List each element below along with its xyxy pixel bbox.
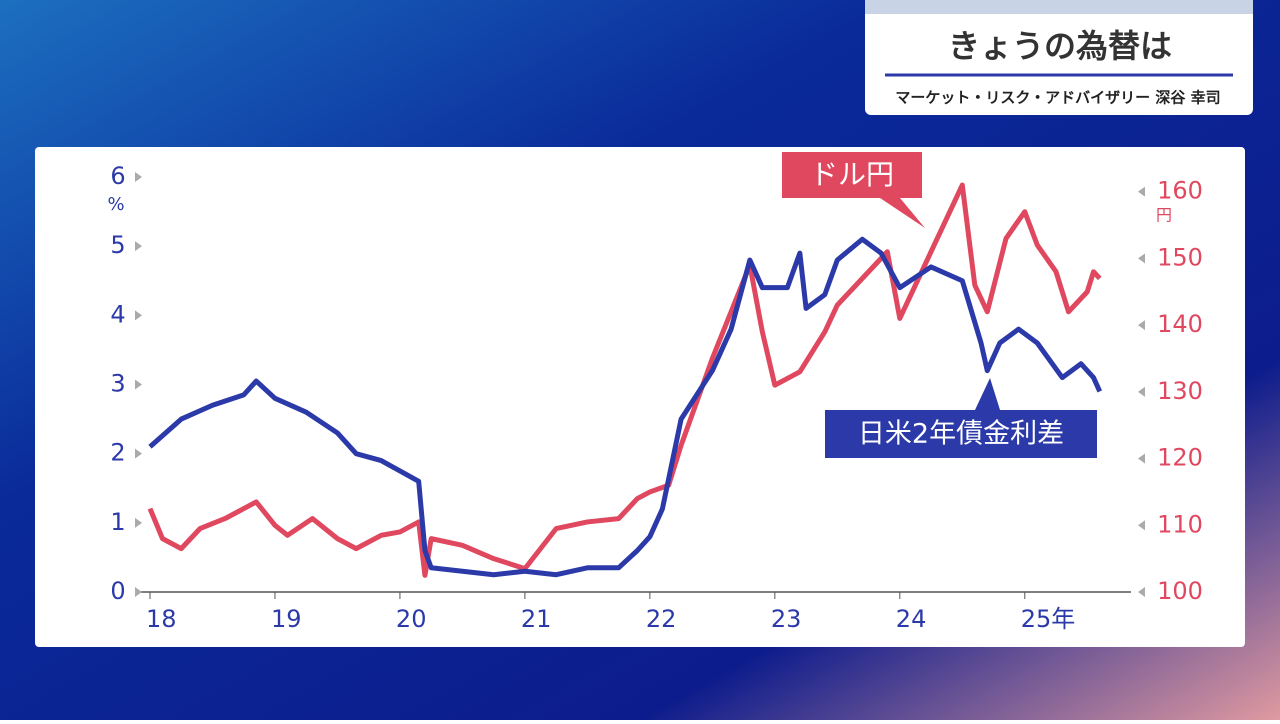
y-tick-label: 0 [110,577,125,605]
header-box [865,0,1253,115]
y2-tick-label: 130 [1157,377,1203,405]
y2-tick-label: 160 [1157,177,1203,205]
legend-label: 日米2年債金利差 [858,419,1064,450]
y2-tick [1138,253,1145,264]
y2-tick-label: 150 [1157,243,1203,271]
line-series [148,236,1103,578]
y-tick [135,172,142,182]
y2-tick [1138,453,1145,464]
y2-tick [1138,587,1145,597]
y2-tick-label: 120 [1157,444,1203,472]
x-tick-label: 25年 [1021,605,1076,633]
y-tick [135,310,142,321]
y2-tick [1138,186,1145,197]
header-subtitle: マーケット・リスク・アドバイザリー 深谷 幸司 [895,89,1220,107]
header-strip [865,0,1253,14]
y2-tick [1138,520,1145,531]
y-tick [135,517,142,528]
y-unit: % [107,194,124,215]
y2-tick-label: 110 [1157,510,1203,538]
y-tick [135,379,142,390]
y2-tick-label: 100 [1157,577,1203,605]
y-tick-label: 1 [110,508,125,536]
x-tick-label: 22 [646,605,677,633]
y-tick-label: 4 [110,300,125,328]
y-tick-label: 6 [110,162,125,190]
y-tick-label: 3 [110,370,125,398]
y-tick [135,587,142,597]
x-tick-label: 20 [396,605,427,633]
y2-unit: 円 [1156,206,1172,225]
y2-tick [1138,386,1145,397]
y-tick-label: 2 [110,439,125,467]
legend-label: ドル円 [810,158,894,191]
y-tick-label: 5 [110,231,125,259]
chart-panel [35,147,1245,647]
y-tick [135,241,142,252]
y2-tick [1138,320,1145,331]
x-tick-label: 24 [896,605,927,633]
spread-callout [825,378,1097,458]
header-title: きょうの為替は [948,27,1172,65]
x-tick-label: 23 [771,605,802,633]
usdjpy-callout [782,152,925,228]
y-tick [135,448,142,459]
x-tick-label: 18 [146,605,177,633]
x-tick-label: 19 [271,605,302,633]
x-tick-label: 21 [521,605,552,633]
y2-tick-label: 140 [1157,310,1203,338]
